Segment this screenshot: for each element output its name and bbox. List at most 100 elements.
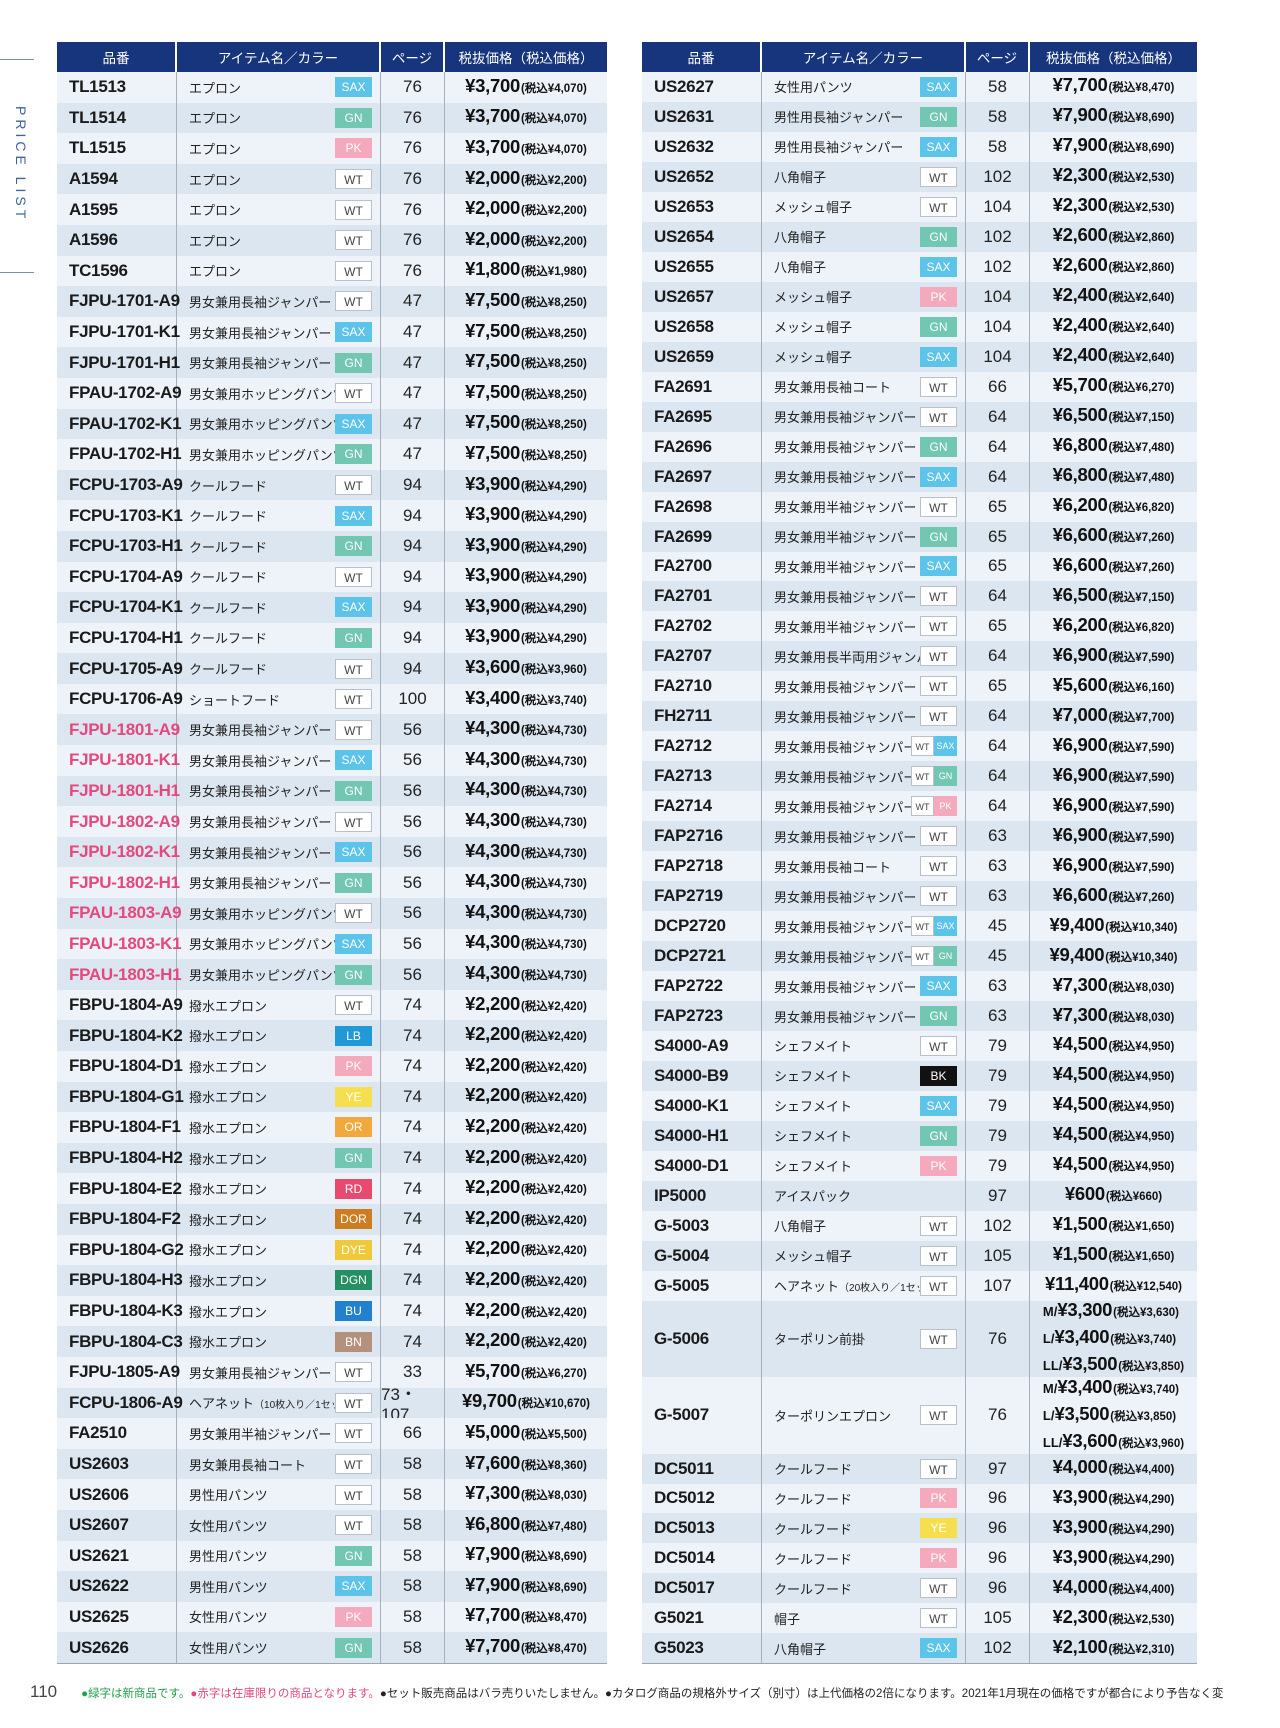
price-line: ¥4,500 (税込¥4,950) — [1053, 1062, 1175, 1089]
item-name-wrap: シェフメイト — [774, 1126, 852, 1145]
item-name-wrap: 女性用パンツ — [189, 1607, 268, 1626]
price-amount: ¥6,900 — [1052, 823, 1108, 845]
product-code-cell: FA2699 — [642, 521, 762, 552]
item-cell: シェフメイト SAX — [762, 1090, 966, 1121]
price-tax-included: (税込¥2,640) — [1108, 352, 1175, 365]
price-line: ¥7,500 (税込¥8,250) — [465, 410, 587, 437]
product-code: FA2701 — [654, 586, 712, 606]
item-name-wrap: 八角帽子 — [774, 167, 826, 186]
price-amount: ¥2,200 — [465, 1023, 520, 1045]
product-code-cell: US2632 — [642, 131, 762, 162]
color-chips: WT — [920, 646, 957, 667]
table-row: IP5000 アイスパック 97 ¥600 (税込¥660) — [642, 1180, 1197, 1211]
price-line: ¥2,200 (税込¥2,420) — [465, 992, 587, 1019]
price-block: ¥4,300 (税込¥4,730) — [465, 777, 587, 804]
page-number-cell: 73・107 — [381, 1385, 445, 1424]
price-line: ¥5,000 (税込¥5,500) — [465, 1420, 587, 1447]
product-code: S4000-D1 — [654, 1155, 729, 1175]
product-code-cell: FBPU-1804-F1 — [57, 1112, 181, 1143]
footer-note-limited-stock: ●赤字は在庫限りの商品となります。 — [190, 1688, 380, 1700]
color-chip-bn: BN — [335, 1331, 372, 1352]
item-name: エプロン — [189, 233, 242, 249]
item-name-wrap: 撥水エプロン — [189, 1332, 267, 1351]
table-row: DC5011 クールフード WT 97 ¥4,000 (税込¥4,400) — [642, 1453, 1197, 1484]
price-tax-included: (税込¥2,640) — [1108, 292, 1175, 305]
color-chips: WT — [335, 1454, 372, 1475]
color-chips: DYE — [335, 1239, 372, 1260]
price-block: ¥3,900 (税込¥4,290) — [1053, 1545, 1175, 1572]
item-name: 男女兼用長袖ジャンパー — [189, 753, 332, 769]
item-cell: メッシュ帽子 WT — [762, 191, 966, 222]
price-cell: ¥2,300 (税込¥2,530) — [1030, 1603, 1197, 1633]
price-cell: ¥2,600 (税込¥2,860) — [1030, 222, 1197, 252]
item-name-wrap: 撥水エプロン — [189, 1149, 267, 1168]
price-line: ¥6,900 (税込¥7,590) — [1053, 763, 1175, 790]
product-code-cell: FA2510 — [57, 1418, 177, 1449]
price-block: ¥2,300 (税込¥2,530) — [1053, 193, 1175, 220]
price-amount: ¥3,900 — [1052, 1485, 1108, 1507]
price-line: ¥4,000 (税込¥4,400) — [1053, 1455, 1175, 1482]
product-code: FH2711 — [654, 706, 712, 726]
color-chips: WT — [920, 706, 957, 727]
color-chips: WT — [920, 406, 957, 427]
price-line: ¥6,800 (税込¥7,480) — [465, 1512, 587, 1539]
color-chip-gn: GN — [335, 780, 372, 801]
price-tax-included: (税込¥2,640) — [1108, 322, 1175, 335]
product-code: US2626 — [69, 1637, 129, 1657]
color-chip-wt: WT — [335, 903, 372, 924]
price-block: ¥1,800 (税込¥1,980) — [465, 257, 587, 284]
price-amount: ¥7,900 — [465, 1543, 520, 1565]
item-cell: ショートフード WT — [177, 683, 381, 715]
table-row: DC5012 クールフード PK 96 ¥3,900 (税込¥4,290) — [642, 1483, 1197, 1514]
price-amount: ¥2,300 — [1052, 1605, 1108, 1627]
item-cell: シェフメイト GN — [762, 1120, 966, 1151]
product-code: FA2713 — [654, 766, 712, 786]
product-code-cell: DC5017 — [642, 1573, 762, 1604]
color-chips: SAX — [335, 413, 372, 434]
color-chips: SAX — [920, 136, 957, 157]
item-cell: メッシュ帽子 SAX — [762, 341, 966, 372]
color-chip-ye: YE — [335, 1086, 372, 1107]
product-code: FA2710 — [654, 676, 712, 696]
price-cell: ¥3,900 (税込¥4,290) — [445, 500, 607, 531]
table-row: FJPU-1701-H1 男女兼用長袖ジャンパー GN 47 ¥7,500 (税込¥8,2… — [57, 347, 607, 378]
product-code: FA2695 — [654, 406, 712, 426]
item-name: 男女兼用長袖ジャンパー — [774, 769, 917, 785]
item-cell: 撥水エプロン LB — [177, 1020, 381, 1051]
color-chip-sax: SAX — [920, 136, 957, 157]
price-block: M/¥3,400 (税込¥3,740) L/¥3,500 (税込¥3,850) LL/¥… — [1043, 1375, 1184, 1456]
item-name: メッシュ帽子 — [774, 1249, 853, 1265]
price-line: ¥2,200 (税込¥2,420) — [465, 1022, 587, 1049]
page-number-cell: 63 — [966, 851, 1030, 882]
price-block: ¥6,900 (税込¥7,590) — [1053, 823, 1175, 850]
product-code-cell: FAP2723 — [642, 1001, 762, 1031]
item-cell: 男女兼用長袖コート WT — [762, 851, 966, 882]
product-code: G-5007 — [654, 1405, 709, 1425]
price-block: ¥600 (税込¥660) — [1065, 1182, 1162, 1209]
color-chip-pk: PK — [920, 1548, 957, 1569]
price-cell: ¥6,800 (税込¥7,480) — [1030, 462, 1197, 492]
product-code-cell: US2625 — [57, 1601, 177, 1633]
item-cell: 男女兼用長袖ジャンパー GN — [177, 775, 381, 807]
price-block: ¥7,900 (税込¥8,690) — [465, 1542, 587, 1569]
product-code: FPAU-1702-A9 — [69, 383, 182, 403]
item-name: 男性用パンツ — [189, 1579, 268, 1595]
price-block: ¥6,900 (税込¥7,590) — [1053, 733, 1175, 760]
table-row: FJPU-1701-A9 男女兼用長袖ジャンパー WT 47 ¥7,500 (税込¥8,2… — [57, 286, 607, 317]
color-chips: SAX — [920, 1095, 957, 1116]
price-cell: ¥1,800 (税込¥1,980) — [445, 256, 607, 287]
product-code: FBPU-1804-G1 — [69, 1086, 184, 1106]
item-cell: クールフード WT — [177, 653, 381, 684]
item-cell: 男女兼用長袖ジャンパー WT PK — [762, 791, 966, 822]
color-chip-sax: SAX — [335, 77, 372, 98]
item-name-wrap: 男女兼用長袖ジャンパー — [189, 323, 331, 342]
price-line: ¥2,300 (税込¥2,530) — [1053, 163, 1175, 190]
item-cell: クールフード WT — [762, 1573, 966, 1604]
price-tax-included: (税込¥7,590) — [1108, 771, 1175, 784]
price-tax-included: (税込¥2,420) — [520, 1153, 587, 1166]
price-tax-included: (税込¥2,420) — [520, 1214, 587, 1227]
item-name-wrap: エプロン — [189, 231, 241, 250]
product-code-cell: US2627 — [642, 72, 762, 102]
price-amount: ¥2,000 — [465, 227, 520, 249]
price-block: ¥3,900 (税込¥4,290) — [465, 624, 587, 651]
